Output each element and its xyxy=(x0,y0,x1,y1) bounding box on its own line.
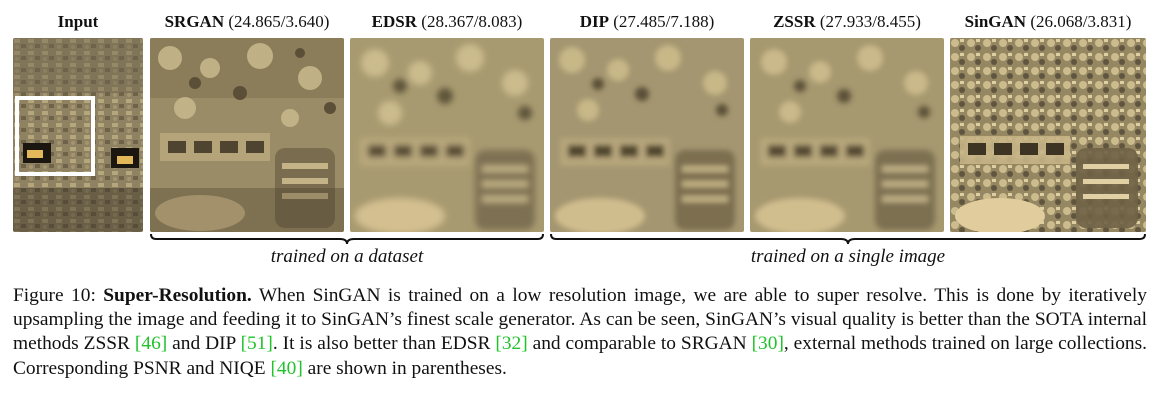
dip-image xyxy=(550,38,744,232)
srgan-image xyxy=(150,38,344,232)
citation-link[interactable]: [40] xyxy=(270,357,303,379)
brace-dataset xyxy=(150,233,544,245)
brace-single-image xyxy=(550,233,1146,245)
citation-link[interactable]: [32] xyxy=(495,333,528,355)
label-singan: SinGAN (26.068/3.831) xyxy=(964,12,1132,31)
caption-prefix: Figure 10: xyxy=(13,285,104,306)
group-label-dataset: trained on a dataset xyxy=(270,246,424,267)
zoom-box xyxy=(15,96,95,176)
label-srgan: SRGAN (24.865/3.640) xyxy=(164,12,330,31)
label-edsr: EDSR (28.367/8.083) xyxy=(371,12,523,31)
label-input: Input xyxy=(57,12,99,31)
group-label-single-image: trained on a single image xyxy=(750,246,946,267)
input-image xyxy=(13,38,143,232)
citation-link[interactable]: [30] xyxy=(751,333,784,355)
figure-caption: Figure 10: Super-Resolution. When SinGAN… xyxy=(13,285,1147,379)
citation-link[interactable]: [46] xyxy=(134,333,168,355)
zssr-image xyxy=(750,38,944,232)
caption-title: Super-Resolution. xyxy=(103,285,252,306)
edsr-image xyxy=(350,38,544,232)
singan-image xyxy=(950,38,1146,232)
label-dip: DIP (27.485/7.188) xyxy=(579,12,715,31)
label-zssr: ZSSR (27.933/8.455) xyxy=(773,12,921,31)
citation-link[interactable]: [51] xyxy=(240,333,273,355)
